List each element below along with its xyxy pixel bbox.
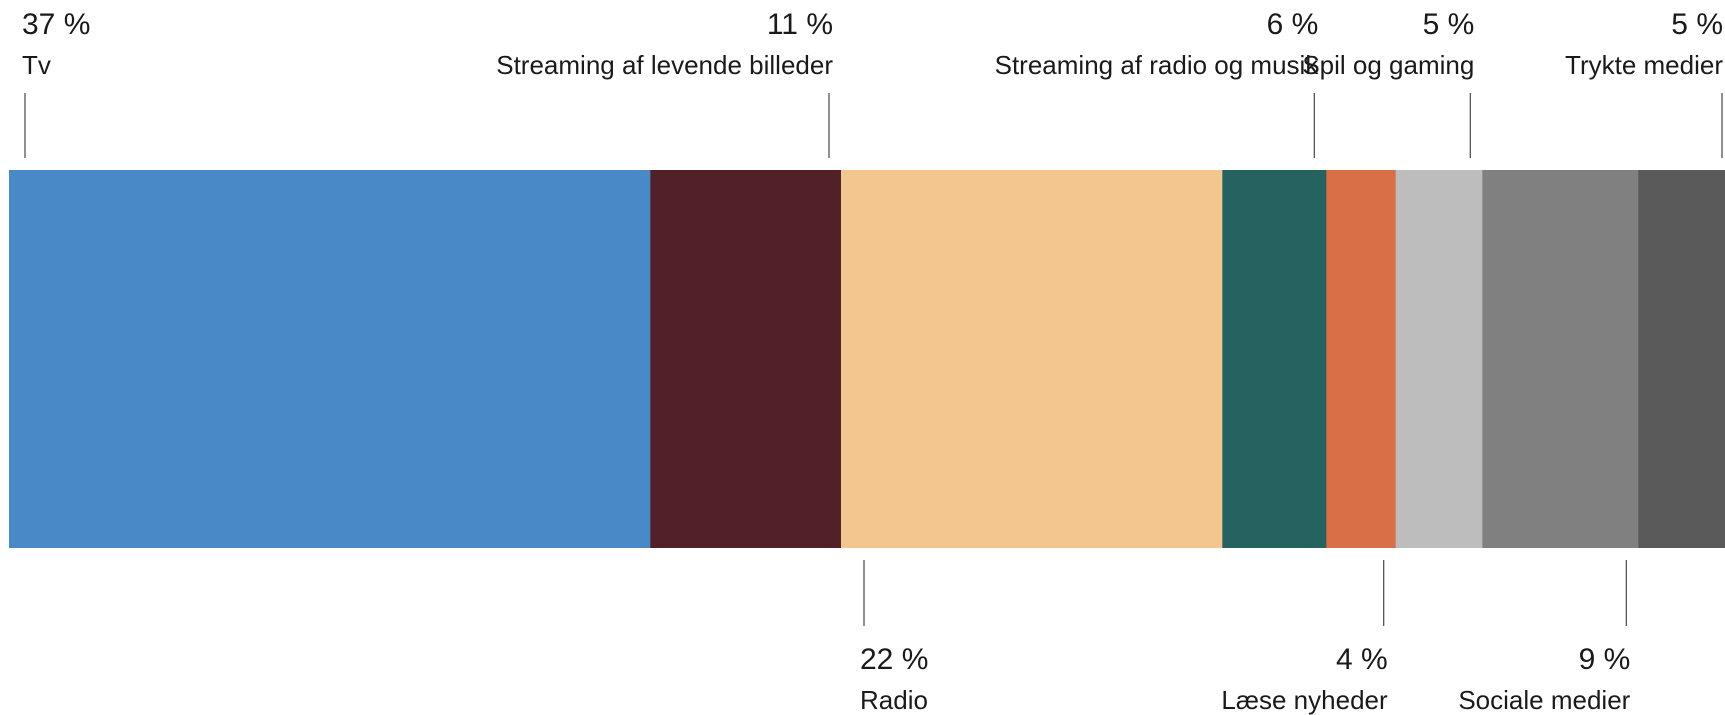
value-label-trykte-medier: 5 % — [1671, 8, 1723, 41]
category-label-spil-og-gaming: Spil og gaming — [1302, 50, 1474, 80]
value-label-l-se-nyheder: 4 % — [1336, 643, 1388, 676]
bar-segment-spil-og-gaming — [1395, 170, 1483, 548]
bar-segment-streaming-af-levende-billeder — [650, 170, 842, 548]
value-label-spil-og-gaming: 5 % — [1423, 8, 1475, 41]
bar-segment-streaming-af-radio-og-musik — [1222, 170, 1327, 548]
value-label-sociale-medier: 9 % — [1579, 643, 1631, 676]
value-label-radio: 22 % — [860, 643, 928, 676]
category-label-trykte-medier: Trykte medier — [1565, 50, 1723, 80]
category-label-streaming-af-levende-billeder: Streaming af levende billeder — [496, 50, 833, 80]
value-label-streaming-af-radio-og-musik: 6 % — [1267, 8, 1319, 41]
bar-segments — [9, 170, 1725, 548]
category-label-tv: Tv — [22, 50, 51, 80]
category-label-streaming-af-radio-og-musik: Streaming af radio og musik — [995, 50, 1320, 80]
segment-labels: 37 % Tv 11 % Streaming af levende billeder 2… — [22, 8, 1723, 715]
bar-segment-l-se-nyheder — [1326, 170, 1397, 548]
category-label-l-se-nyheder: Læse nyheder — [1221, 685, 1388, 715]
bar-segment-tv — [9, 170, 651, 548]
bar-segment-sociale-medier — [1482, 170, 1639, 548]
bar-segment-radio — [841, 170, 1223, 548]
category-label-radio: Radio — [860, 685, 928, 715]
category-label-sociale-medier: Sociale medier — [1458, 685, 1630, 715]
value-label-streaming-af-levende-billeder: 11 % — [767, 8, 833, 41]
bar-segment-trykte-medier — [1638, 170, 1725, 548]
leader-lines — [24, 93, 1723, 626]
value-label-tv: 37 % — [22, 8, 90, 41]
